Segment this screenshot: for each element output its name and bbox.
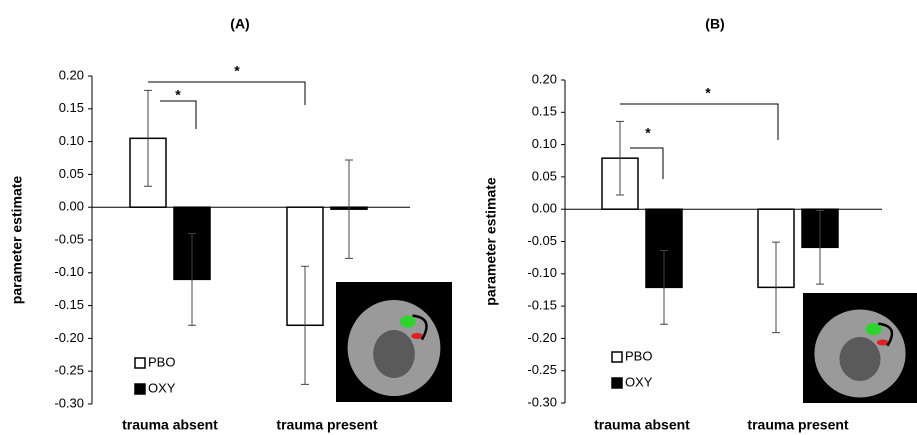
y-tick-label: 0.10: [59, 133, 84, 148]
legend-swatch: [612, 378, 622, 388]
legend-label: PBO: [148, 354, 175, 369]
significance-bracket: [620, 104, 778, 140]
y-tick-label: -0.10: [527, 265, 557, 280]
y-tick-label: -0.15: [527, 298, 557, 313]
legend-label: OXY: [148, 380, 176, 395]
y-tick-label: 0.00: [59, 199, 84, 214]
y-tick-label: -0.25: [527, 362, 557, 377]
panel-title: (A): [230, 16, 249, 32]
y-tick-label: 0.20: [532, 71, 557, 86]
y-tick-label: 0.15: [532, 104, 557, 119]
brain-image: [400, 316, 416, 328]
y-tick-label: 0.05: [59, 166, 84, 181]
significance-star: *: [175, 87, 181, 103]
panel-title: (B): [705, 16, 724, 32]
legend-swatch: [135, 384, 145, 394]
x-tick-label: trauma present: [276, 417, 377, 433]
significance-bracket: [148, 82, 305, 105]
y-tick-label: -0.05: [54, 231, 84, 246]
legend-swatch: [612, 352, 622, 362]
y-tick-label: 0.20: [59, 67, 84, 82]
x-tick-label: trauma present: [747, 417, 848, 433]
y-axis-label: parameter estimate: [9, 176, 25, 305]
y-axis-label: parameter estimate: [483, 177, 499, 306]
brain-image: [839, 337, 880, 381]
legend-label: PBO: [625, 348, 652, 363]
y-tick-label: 0.00: [532, 201, 557, 216]
significance-star: *: [705, 85, 711, 101]
y-tick-label: -0.25: [54, 363, 84, 378]
x-tick-label: trauma absent: [122, 417, 218, 433]
y-tick-label: 0.10: [532, 136, 557, 151]
significance-star: *: [645, 125, 651, 141]
significance-star: *: [234, 63, 240, 79]
y-tick-label: -0.20: [54, 330, 84, 345]
y-tick-label: -0.10: [54, 264, 84, 279]
y-tick-label: 0.15: [59, 100, 84, 115]
legend-label: OXY: [625, 374, 653, 389]
y-tick-label: -0.15: [54, 297, 84, 312]
y-tick-label: -0.20: [527, 330, 557, 345]
x-tick-label: trauma absent: [594, 417, 690, 433]
significance-bracket: [160, 101, 196, 129]
y-tick-label: -0.30: [527, 394, 557, 409]
legend-swatch: [135, 358, 145, 368]
y-tick-label: 0.05: [532, 168, 557, 183]
brain-image: [373, 330, 415, 378]
figure: (A) parameter estimate 0.20 0.15 0.10 0.05 0.0…: [0, 0, 917, 435]
y-tick-label: -0.05: [527, 233, 557, 248]
y-tick-label: -0.30: [54, 395, 84, 410]
